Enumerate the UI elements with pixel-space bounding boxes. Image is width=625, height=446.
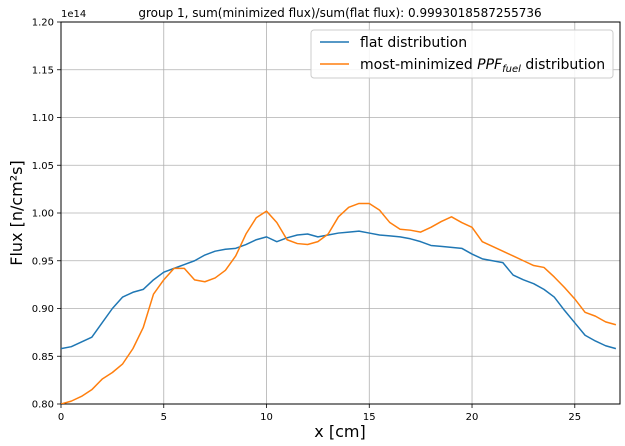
legend-box [310, 29, 614, 79]
x-tick-label: 5 [161, 412, 167, 423]
series-layer [61, 202, 617, 404]
grid-lines [60, 21, 620, 405]
legend-label-minimized: most-minimized PPFfuel distribution [360, 57, 605, 75]
y-tick-label: 1.05 [32, 161, 54, 172]
y-tick-label: 0.90 [32, 304, 54, 315]
y-tick-label: 1.00 [32, 209, 54, 220]
x-tick-label: 0 [58, 412, 64, 423]
y-tick-label: 0.80 [32, 400, 54, 411]
legend-label-flat: flat distribution [360, 35, 467, 51]
y-tick-label: 1.10 [32, 113, 54, 124]
x-tick-label: 10 [260, 412, 273, 423]
y-tick-label: 1.15 [32, 65, 54, 76]
x-tick-label: 20 [466, 412, 479, 423]
x-tick-label: 25 [568, 412, 581, 423]
x-axis-label: x [cm] [314, 422, 365, 441]
chart-title: group 1, sum(minimized flux)/sum(flat fl… [138, 6, 541, 20]
y-axis-label: Flux [n/cm²s] [7, 160, 26, 266]
series-line-flat [61, 230, 617, 350]
y-axis-offset-text: 1e14 [61, 9, 86, 20]
y-axis-ticks: 0.80 0.85 0.90 0.95 1.00 1.05 1.10 1.15 1.20 [32, 18, 61, 411]
y-tick-label: 0.85 [32, 352, 54, 363]
y-tick-label: 0.95 [32, 256, 54, 267]
series-line-minimized [61, 202, 617, 404]
x-axis-ticks: 0 5 10 15 20 25 [58, 404, 581, 423]
y-tick-label: 1.20 [32, 18, 54, 29]
x-tick-label: 15 [363, 412, 376, 423]
legend: flat distribution most-minimized PPFfuel… [310, 29, 614, 79]
